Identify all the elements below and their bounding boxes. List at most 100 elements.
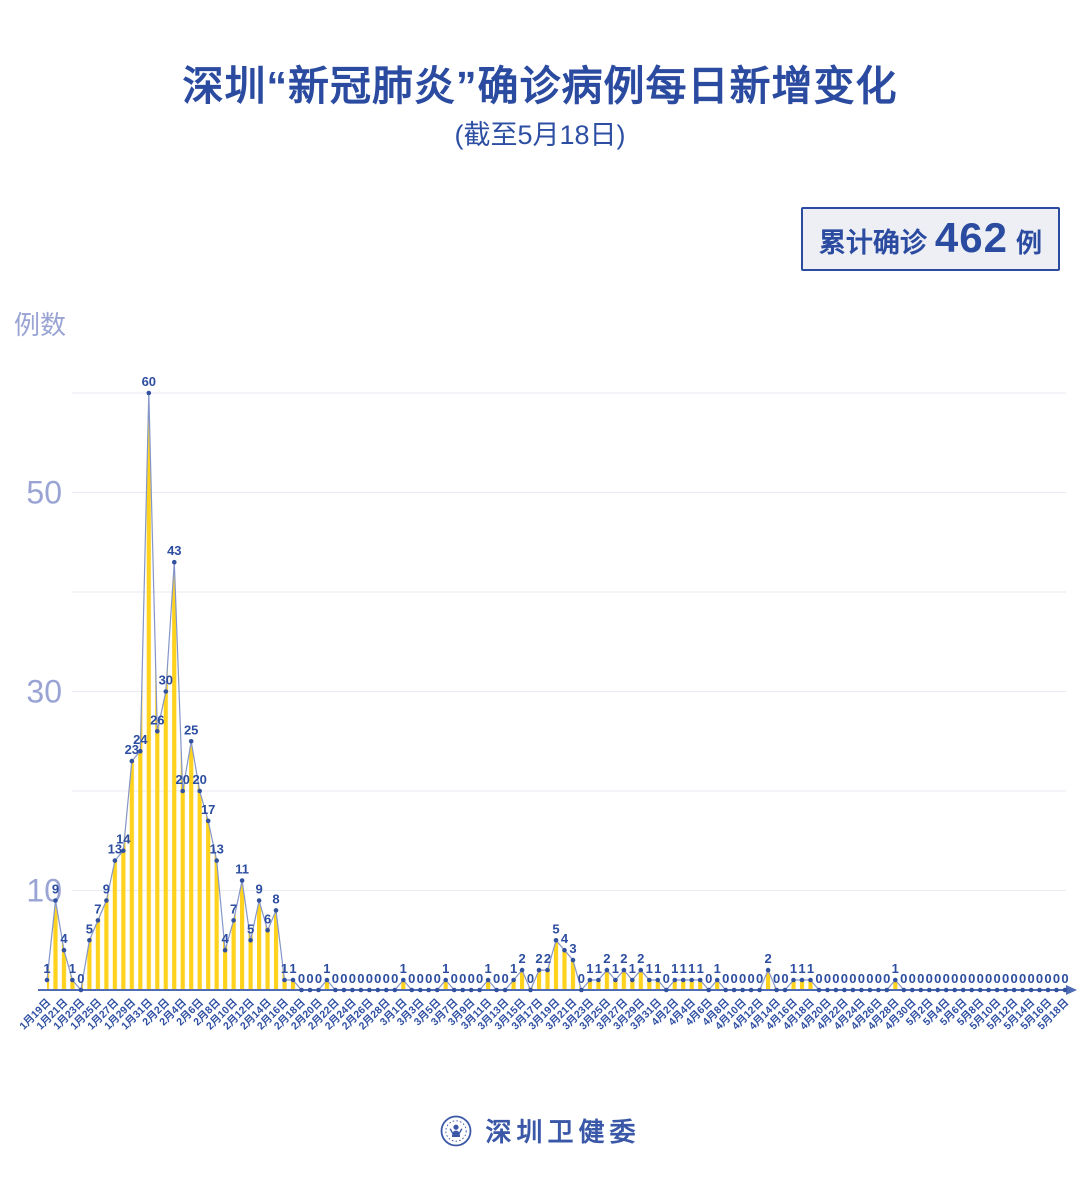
value-label: 1 <box>646 961 653 976</box>
data-point <box>409 987 415 993</box>
data-point <box>876 987 881 993</box>
value-label: 1 <box>654 961 661 976</box>
value-label: 0 <box>832 971 839 986</box>
value-label: 8 <box>272 891 279 906</box>
value-label: 4 <box>221 931 229 946</box>
value-label: 0 <box>756 971 763 986</box>
value-label: 1 <box>281 961 288 976</box>
data-point <box>850 987 856 993</box>
value-label: 26 <box>150 712 164 727</box>
value-label: 0 <box>408 971 415 986</box>
value-label: 0 <box>391 971 398 986</box>
value-label: 0 <box>1002 971 1009 986</box>
data-point <box>265 928 270 933</box>
value-label: 0 <box>858 971 865 986</box>
data-point <box>630 977 635 983</box>
data-point <box>392 987 398 993</box>
value-label: 0 <box>841 971 848 986</box>
value-label: 0 <box>315 971 322 986</box>
value-label: 23 <box>125 742 139 757</box>
data-point <box>460 987 466 993</box>
value-label: 9 <box>52 882 59 897</box>
data-point <box>808 977 813 983</box>
data-point <box>553 938 559 943</box>
value-label: 20 <box>192 772 206 787</box>
data-point <box>825 987 830 993</box>
value-label: 0 <box>493 971 500 986</box>
value-label: 0 <box>943 971 950 986</box>
value-label: 1 <box>798 961 805 976</box>
value-label: 0 <box>459 971 466 986</box>
value-label: 2 <box>535 951 542 966</box>
value-label: 0 <box>1019 971 1026 986</box>
value-label: 5 <box>552 921 559 936</box>
data-point <box>61 947 67 953</box>
data-point <box>587 977 593 983</box>
data-point <box>138 748 143 754</box>
value-label: 2 <box>544 951 551 966</box>
value-label: 1 <box>892 961 899 976</box>
value-label: 0 <box>849 971 856 986</box>
value-label: 2 <box>637 951 644 966</box>
value-label: 0 <box>417 971 424 986</box>
value-label: 9 <box>255 882 262 897</box>
value-label: 0 <box>1061 971 1068 986</box>
data-point <box>952 987 957 993</box>
data-point <box>239 878 245 883</box>
value-label: 0 <box>705 971 712 986</box>
value-label: 0 <box>722 971 729 986</box>
data-point <box>333 987 338 993</box>
data-point <box>791 977 796 983</box>
data-point <box>299 987 304 993</box>
data-point <box>842 987 847 993</box>
data-point <box>418 987 423 993</box>
data-point <box>655 977 661 983</box>
value-label: 0 <box>900 971 907 986</box>
value-label: 24 <box>133 732 148 747</box>
data-point <box>697 977 703 983</box>
value-label: 0 <box>366 971 373 986</box>
y-tick-label: 30 <box>26 674 62 710</box>
value-label: 0 <box>340 971 347 986</box>
data-point <box>748 987 754 993</box>
data-point <box>977 987 983 993</box>
data-point <box>1037 987 1042 993</box>
data-point <box>986 987 991 993</box>
value-label: 0 <box>357 971 364 986</box>
value-label: 0 <box>501 971 508 986</box>
value-label: 4 <box>561 931 569 946</box>
value-label: 0 <box>434 971 441 986</box>
value-label: 60 <box>142 374 156 389</box>
data-point <box>468 987 474 993</box>
data-point <box>477 987 482 993</box>
value-label: 1 <box>43 961 50 976</box>
data-point <box>1045 987 1051 993</box>
data-point <box>859 987 864 993</box>
value-label: 0 <box>866 971 873 986</box>
data-point <box>231 918 236 923</box>
value-label: 1 <box>69 961 76 976</box>
value-label: 2 <box>620 951 627 966</box>
value-label: 0 <box>374 971 381 986</box>
data-point <box>222 947 228 953</box>
data-point <box>545 967 550 973</box>
value-label: 0 <box>985 971 992 986</box>
value-label: 17 <box>201 802 215 817</box>
data-point <box>172 559 177 565</box>
value-label: 6 <box>264 911 271 926</box>
value-label: 0 <box>306 971 313 986</box>
data-point <box>647 977 652 983</box>
data-point <box>451 987 457 993</box>
data-point <box>1020 987 1025 993</box>
data-point <box>519 967 525 973</box>
data-point <box>426 987 432 993</box>
data-point <box>799 977 805 983</box>
data-point <box>528 987 533 993</box>
value-label: 0 <box>451 971 458 986</box>
data-point <box>664 987 669 993</box>
data-point <box>502 987 508 993</box>
data-point <box>44 977 50 983</box>
value-label: 1 <box>790 961 797 976</box>
data-point <box>765 967 771 973</box>
